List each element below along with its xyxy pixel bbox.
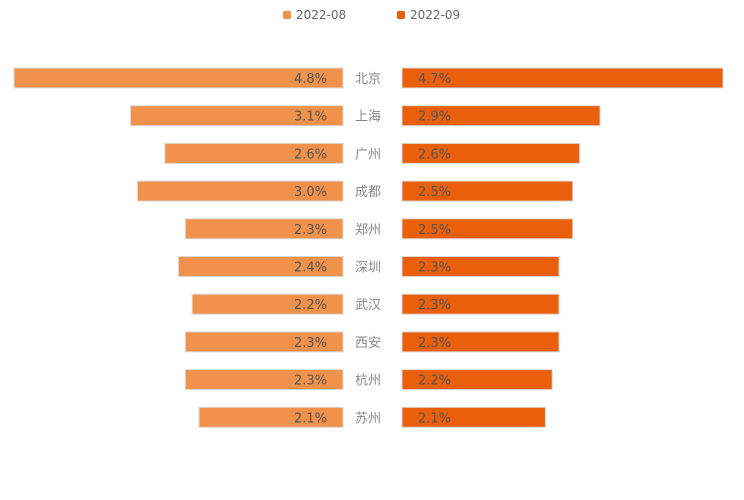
value-label-2022-08-西安: 2.3%	[294, 336, 327, 351]
category-label-西安: 西安	[355, 336, 381, 351]
value-label-2022-08-广州: 2.6%	[294, 147, 327, 162]
value-label-2022-08-北京: 4.8%	[294, 72, 327, 87]
category-label-杭州: 杭州	[355, 374, 381, 389]
category-label-上海: 上海	[355, 110, 381, 125]
value-label-2022-08-深圳: 2.4%	[294, 261, 327, 276]
value-label-2022-09-成都: 2.5%	[418, 185, 451, 200]
value-label-2022-08-苏州: 2.1%	[294, 411, 327, 426]
bars	[13, 67, 724, 428]
bar-2022-09-苏州	[401, 406, 546, 428]
bar-2022-08-郑州	[184, 218, 344, 240]
value-label-2022-08-上海: 3.1%	[294, 110, 327, 125]
value-label-2022-09-上海: 2.9%	[418, 110, 451, 125]
bar-2022-09-上海	[401, 105, 601, 127]
bar-2022-08-北京	[13, 67, 344, 89]
bar-2022-09-深圳	[401, 256, 560, 277]
value-label-2022-09-深圳: 2.3%	[418, 261, 451, 276]
bar-2022-08-深圳	[178, 256, 344, 277]
category-label-深圳: 深圳	[355, 261, 381, 276]
bar-2022-08-广州	[164, 142, 344, 164]
bar-2022-08-西安	[184, 331, 344, 353]
value-label-2022-08-杭州: 2.3%	[294, 374, 327, 389]
legend-label-2022-08: 2022-08	[296, 8, 346, 22]
bar-2022-09-武汉	[401, 293, 560, 315]
value-label-2022-09-武汉: 2.3%	[418, 298, 451, 313]
bar-2022-09-广州	[401, 142, 581, 164]
category-label-北京: 北京	[355, 72, 381, 87]
value-label-2022-09-西安: 2.3%	[418, 336, 451, 351]
bar-2022-08-武汉	[191, 293, 344, 315]
bar-2022-09-北京	[401, 67, 724, 89]
bar-2022-09-郑州	[401, 218, 574, 240]
value-label-2022-08-郑州: 2.3%	[294, 223, 327, 238]
bar-2022-09-杭州	[401, 369, 553, 391]
category-label-广州: 广州	[355, 147, 381, 162]
bar-2022-09-成都	[401, 180, 574, 202]
value-label-2022-09-北京: 4.7%	[418, 72, 451, 87]
value-label-2022-09-苏州: 2.1%	[418, 411, 451, 426]
legend-marker-2022-09	[397, 11, 405, 19]
value-label-2022-09-杭州: 2.2%	[418, 374, 451, 389]
legend: 2022-08 2022-09	[283, 8, 460, 22]
category-label-苏州: 苏州	[355, 410, 381, 426]
bar-2022-08-上海	[130, 105, 344, 127]
category-label-成都: 成都	[355, 185, 381, 200]
value-label-2022-09-郑州: 2.5%	[418, 223, 451, 238]
value-label-2022-08-成都: 3.0%	[294, 185, 327, 200]
labels: 北京 4.8% 4.7% 上海 3.1% 2.9% 广州 2.6% 2.6% 成都 3.0% 2.5%…	[294, 72, 451, 426]
value-label-2022-09-广州: 2.6%	[418, 147, 451, 162]
legend-marker-2022-08	[283, 11, 291, 19]
category-label-武汉: 武汉	[355, 298, 381, 313]
bar-2022-08-杭州	[184, 369, 344, 391]
bar-2022-09-西安	[401, 331, 560, 353]
legend-label-2022-09: 2022-09	[410, 8, 460, 22]
value-label-2022-08-武汉: 2.2%	[294, 298, 327, 313]
bar-2022-08-成都	[136, 180, 344, 202]
bar-2022-08-苏州	[198, 406, 344, 428]
category-label-郑州: 郑州	[355, 223, 381, 238]
